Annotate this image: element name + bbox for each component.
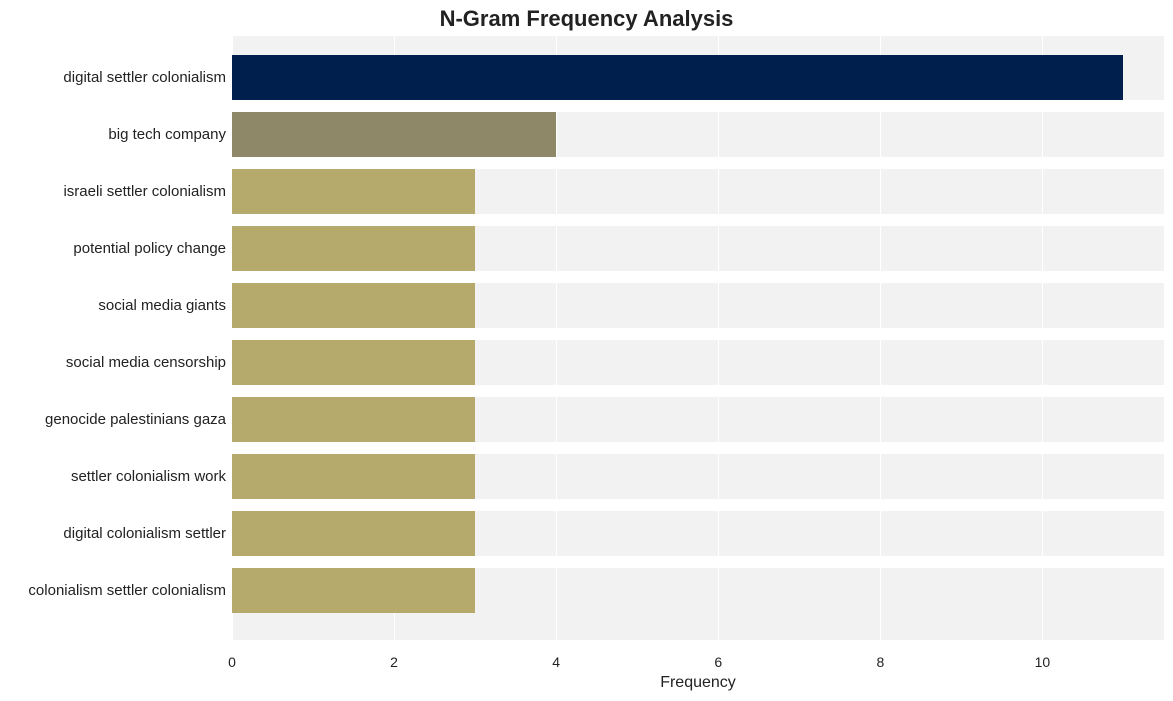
x-tick-label: 0 xyxy=(228,654,236,670)
bar xyxy=(232,112,556,157)
ngram-chart: N-Gram Frequency Analysis digital settle… xyxy=(0,0,1173,701)
row-spacer xyxy=(232,271,1164,283)
row-spacer xyxy=(232,328,1164,340)
row-spacer xyxy=(232,385,1164,397)
x-tick-label: 8 xyxy=(876,654,884,670)
x-tick-label: 6 xyxy=(714,654,722,670)
bar xyxy=(232,283,475,328)
bar xyxy=(232,511,475,556)
y-tick-label: colonialism settler colonialism xyxy=(28,583,226,598)
y-axis-labels: digital settler colonialism big tech comp… xyxy=(0,36,226,640)
y-tick-label: digital settler colonialism xyxy=(63,70,226,85)
plot-area xyxy=(232,36,1164,640)
y-tick-label: potential policy change xyxy=(73,241,226,256)
row-spacer xyxy=(232,556,1164,568)
bar xyxy=(232,340,475,385)
x-tick-label: 4 xyxy=(552,654,560,670)
row-spacer xyxy=(232,442,1164,454)
row-spacer xyxy=(232,100,1164,112)
y-tick-label: genocide palestinians gaza xyxy=(45,412,226,427)
bar xyxy=(232,454,475,499)
row-spacer xyxy=(232,499,1164,511)
bar xyxy=(232,226,475,271)
bar xyxy=(232,568,475,613)
y-tick-label: digital colonialism settler xyxy=(63,526,226,541)
y-tick-label: big tech company xyxy=(108,127,226,142)
bar xyxy=(232,55,1123,100)
chart-title: N-Gram Frequency Analysis xyxy=(0,6,1173,32)
y-tick-label: israeli settler colonialism xyxy=(63,184,226,199)
bar xyxy=(232,169,475,214)
y-tick-label: settler colonialism work xyxy=(71,469,226,484)
x-tick-label: 2 xyxy=(390,654,398,670)
x-tick-label: 10 xyxy=(1035,654,1051,670)
x-axis-label: Frequency xyxy=(232,674,1164,692)
y-tick-label: social media censorship xyxy=(66,355,226,370)
row-spacer xyxy=(232,214,1164,226)
x-axis-ticks: 0246810 xyxy=(232,654,1164,674)
bar xyxy=(232,397,475,442)
y-tick-label: social media giants xyxy=(98,298,226,313)
row-spacer xyxy=(232,157,1164,169)
